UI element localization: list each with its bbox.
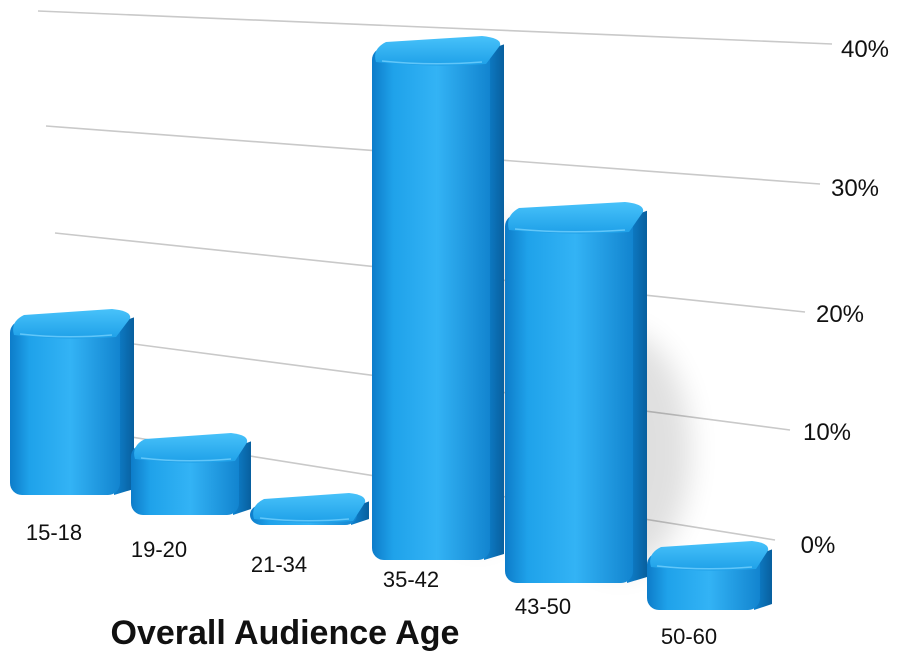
bar-front [505,214,633,583]
bar-15-18 [10,309,134,495]
y-tick-label: 20% [816,301,864,328]
bar-43-50 [505,202,647,584]
bar-front [10,320,120,495]
bar-highlight [381,60,483,65]
category-label: 50-60 [661,624,717,649]
bar-19-20 [131,433,251,515]
bar-21-34 [250,493,369,525]
y-axis-ticks: 0% 10% 20% 30% 40% [801,36,889,559]
category-label: 19-20 [131,537,187,562]
bar-highlight [656,565,753,570]
y-tick-label: 40% [841,36,889,63]
bars [10,36,772,610]
chart-title: Overall Audience Age [111,614,460,652]
y-tick-label: 10% [803,419,851,446]
bar-top [13,309,131,339]
bar-50-60 [647,541,772,610]
category-label: 15-18 [26,520,82,545]
bar-highlight [140,457,232,462]
gridline-0 [37,10,833,45]
bar-highlight [259,517,350,522]
category-label: 21-34 [251,552,307,577]
y-tick-label: 30% [831,175,879,202]
category-label: 35-42 [383,567,439,592]
bar-top [650,541,769,571]
bar-top [508,202,644,234]
bar-top [253,493,366,523]
bar-top [134,433,248,463]
bar-top [375,36,501,66]
bar-front [372,47,490,560]
bar-highlight [19,333,113,338]
bar-highlight [514,228,626,233]
category-labels: 15-18 19-20 21-34 35-42 43-50 50-60 [26,520,717,649]
bar-35-42 [372,36,504,560]
y-tick-label: 0% [801,532,836,559]
category-label: 43-50 [515,594,571,619]
